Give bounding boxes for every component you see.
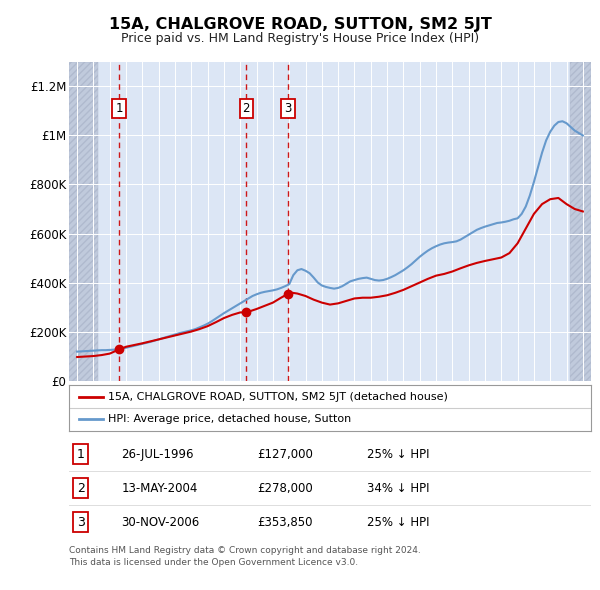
Text: 34% ↓ HPI: 34% ↓ HPI [367,481,429,495]
Text: Contains HM Land Registry data © Crown copyright and database right 2024.
This d: Contains HM Land Registry data © Crown c… [69,546,421,566]
Bar [69,62,98,381]
Text: 1: 1 [115,101,123,114]
Text: 2: 2 [77,481,85,495]
Text: HPI: Average price, detached house, Sutton: HPI: Average price, detached house, Sutt… [108,414,352,424]
Bar [570,62,591,381]
Text: 13-MAY-2004: 13-MAY-2004 [121,481,197,495]
Text: 3: 3 [284,101,292,114]
Text: 25% ↓ HPI: 25% ↓ HPI [367,516,429,529]
Text: £127,000: £127,000 [257,448,313,461]
Text: 15A, CHALGROVE ROAD, SUTTON, SM2 5JT: 15A, CHALGROVE ROAD, SUTTON, SM2 5JT [109,17,491,32]
Text: 25% ↓ HPI: 25% ↓ HPI [367,448,429,461]
Text: Price paid vs. HM Land Registry's House Price Index (HPI): Price paid vs. HM Land Registry's House … [121,32,479,45]
Text: 15A, CHALGROVE ROAD, SUTTON, SM2 5JT (detached house): 15A, CHALGROVE ROAD, SUTTON, SM2 5JT (de… [108,392,448,402]
Text: 30-NOV-2006: 30-NOV-2006 [121,516,199,529]
Text: 2: 2 [242,101,250,114]
Text: 1: 1 [77,448,85,461]
Text: 26-JUL-1996: 26-JUL-1996 [121,448,194,461]
Text: £278,000: £278,000 [257,481,313,495]
Text: £353,850: £353,850 [257,516,313,529]
Text: 3: 3 [77,516,85,529]
